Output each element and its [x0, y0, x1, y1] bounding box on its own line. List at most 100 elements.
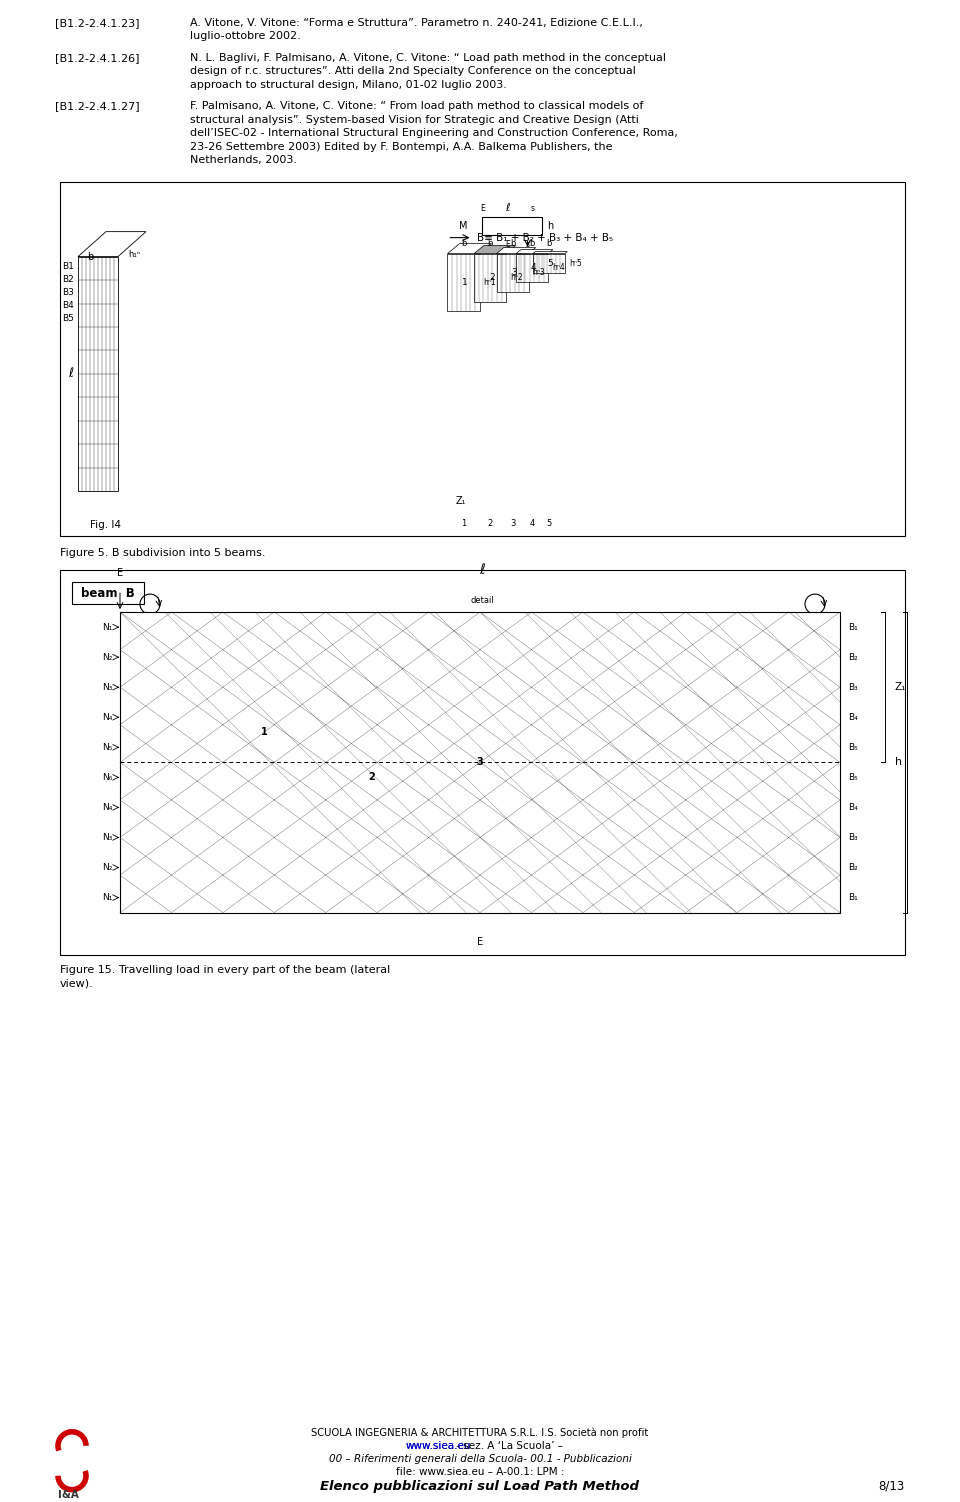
Text: B₄: B₄ — [848, 804, 857, 813]
Polygon shape — [78, 257, 118, 491]
Text: B₅: B₅ — [848, 743, 857, 753]
Text: B₂: B₂ — [848, 864, 857, 873]
Text: N₂: N₂ — [102, 864, 112, 873]
Bar — [72, 583, 144, 604]
Text: Z₁: Z₁ — [895, 682, 906, 692]
Text: [B1.2-2.4.1.23]: [B1.2-2.4.1.23] — [55, 18, 139, 29]
Text: 23-26 Settembre 2003) Edited by F. Bontempi, A.A. Balkema Publishers, the: 23-26 Settembre 2003) Edited by F. Bonte… — [190, 141, 612, 152]
Text: I&A: I&A — [58, 1490, 79, 1499]
Polygon shape — [447, 243, 492, 254]
Text: Z₁: Z₁ — [455, 496, 466, 506]
Text: 5: 5 — [547, 258, 553, 267]
Text: B₃: B₃ — [848, 834, 857, 843]
Polygon shape — [516, 254, 548, 282]
Text: Elenco pubblicazioni sul Load Path Method: Elenco pubblicazioni sul Load Path Metho… — [321, 1479, 639, 1493]
Text: s: s — [531, 204, 535, 213]
Text: 3: 3 — [512, 269, 517, 278]
Text: [B1.2-2.4.1.26]: [B1.2-2.4.1.26] — [55, 53, 139, 63]
Polygon shape — [496, 248, 536, 254]
Text: E: E — [505, 240, 510, 249]
Text: 1: 1 — [461, 520, 467, 529]
Text: approach to structural design, Milano, 01-02 luglio 2003.: approach to structural design, Milano, 0… — [190, 80, 507, 90]
Text: structural analysis”. System-based Vision for Strategic and Creative Design (Att: structural analysis”. System-based Visio… — [190, 114, 638, 125]
Text: beam  B: beam B — [82, 587, 134, 599]
Text: F. Palmisano, A. Vitone, C. Vitone: “ From load path method to classical models : F. Palmisano, A. Vitone, C. Vitone: “ Fr… — [190, 101, 643, 111]
Text: b: b — [461, 239, 467, 248]
Text: dell’ISEC-02 - International Structural Engineering and Construction Conference,: dell’ISEC-02 - International Structural … — [190, 128, 678, 138]
Text: - sez. A ‘La Scuola’ –: - sez. A ‘La Scuola’ – — [453, 1440, 563, 1451]
Text: ℓ: ℓ — [68, 368, 73, 380]
Text: h: h — [547, 221, 554, 231]
Text: 1: 1 — [462, 278, 468, 287]
Text: N₆: N₆ — [102, 774, 112, 783]
Text: N₄: N₄ — [102, 804, 112, 813]
Text: B₂: B₂ — [848, 653, 857, 662]
Text: 4: 4 — [530, 520, 535, 529]
Text: b: b — [86, 252, 93, 261]
Text: 3: 3 — [510, 520, 516, 529]
Text: hⁿ2: hⁿ2 — [510, 273, 523, 282]
Text: s: s — [525, 240, 530, 249]
Text: 2: 2 — [369, 772, 375, 783]
Text: B2: B2 — [62, 275, 74, 284]
Text: B₃: B₃ — [848, 683, 857, 692]
Text: E: E — [480, 204, 485, 213]
Text: hⁿ3: hⁿ3 — [533, 269, 545, 278]
Text: N₅: N₅ — [102, 743, 112, 753]
Text: Netherlands, 2003.: Netherlands, 2003. — [190, 155, 297, 165]
Polygon shape — [533, 252, 567, 254]
Bar — [60, 182, 905, 536]
Text: www.siea.eu: www.siea.eu — [405, 1440, 470, 1451]
Text: b: b — [510, 239, 516, 248]
Text: N₃: N₃ — [102, 683, 112, 692]
Text: B₁: B₁ — [848, 894, 857, 903]
Text: file: www.siea.eu – A-00.1: LPM :: file: www.siea.eu – A-00.1: LPM : — [396, 1467, 564, 1476]
Polygon shape — [447, 254, 479, 311]
Text: hⁿ5: hⁿ5 — [569, 258, 582, 267]
Text: www.siea.eu: www.siea.eu — [405, 1440, 470, 1451]
Text: B₄: B₄ — [848, 713, 857, 722]
Text: 4: 4 — [531, 263, 537, 272]
Text: B₁: B₁ — [848, 623, 857, 631]
Polygon shape — [496, 254, 529, 291]
Text: Figure 15. Travelling load in every part of the beam (lateral: Figure 15. Travelling load in every part… — [60, 964, 391, 975]
Text: E: E — [117, 568, 123, 578]
Text: B4: B4 — [62, 300, 74, 309]
Text: hⁿ1: hⁿ1 — [484, 278, 496, 287]
Text: B1: B1 — [62, 261, 74, 270]
Text: detail: detail — [470, 596, 494, 605]
Text: B₅: B₅ — [848, 774, 857, 783]
Text: luglio-ottobre 2002.: luglio-ottobre 2002. — [190, 32, 300, 42]
Bar — [60, 571, 905, 955]
Text: 2: 2 — [489, 273, 494, 282]
Text: N₁: N₁ — [102, 623, 112, 631]
Polygon shape — [533, 254, 564, 273]
Text: E: E — [477, 937, 483, 946]
Text: h: h — [895, 757, 902, 768]
Text: Fig. I4: Fig. I4 — [90, 520, 121, 530]
Text: SCUOLA INGEGNERIA & ARCHITETTURA S.R.L. I.S. Società non profit: SCUOLA INGEGNERIA & ARCHITETTURA S.R.L. … — [311, 1428, 649, 1439]
Text: B5: B5 — [62, 314, 74, 323]
Text: 8/13: 8/13 — [878, 1479, 905, 1493]
Polygon shape — [474, 246, 516, 254]
Bar — [483, 216, 542, 234]
Polygon shape — [516, 249, 553, 254]
Text: b: b — [546, 239, 552, 248]
Text: b: b — [529, 239, 535, 248]
Text: h₁ⁿ: h₁ⁿ — [128, 249, 140, 258]
Text: 2: 2 — [488, 520, 492, 529]
Text: 1: 1 — [260, 727, 268, 737]
Text: N₂: N₂ — [102, 653, 112, 662]
Text: M: M — [459, 221, 468, 231]
Polygon shape — [78, 231, 146, 257]
Text: ℓ: ℓ — [505, 203, 510, 213]
Text: 3: 3 — [476, 757, 484, 768]
Text: hⁿ4: hⁿ4 — [552, 263, 564, 272]
Text: 00 – Riferimenti generali della Scuola- 00.1 - Pubblicazioni: 00 – Riferimenti generali della Scuola- … — [328, 1454, 632, 1464]
Text: design of r.c. structures”. Atti della 2nd Specialty Conference on the conceptua: design of r.c. structures”. Atti della 2… — [190, 66, 636, 77]
Text: Figure 5. B subdivision into 5 beams.: Figure 5. B subdivision into 5 beams. — [60, 548, 266, 559]
Text: [B1.2-2.4.1.27]: [B1.2-2.4.1.27] — [55, 101, 139, 111]
Text: 5: 5 — [546, 520, 552, 529]
Text: B3: B3 — [62, 287, 74, 296]
Polygon shape — [474, 254, 506, 302]
